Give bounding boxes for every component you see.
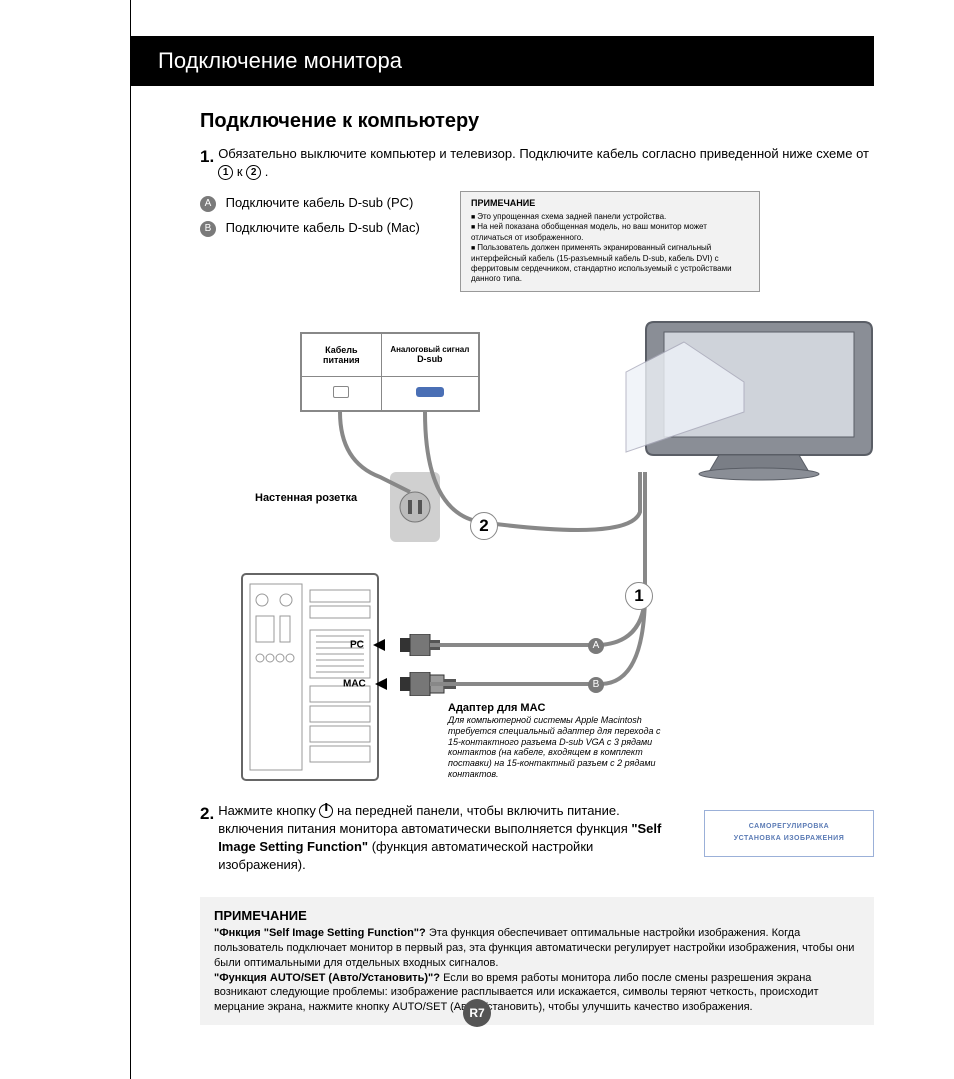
diagram-circle-2: 2 — [470, 512, 498, 540]
final-note-body: "Фнкция "Self Image Setting Function"? Э… — [214, 926, 860, 1015]
diagram-badge-a: A — [588, 638, 604, 654]
item-a: A Подключите кабель D-sub (PC) — [200, 191, 440, 216]
power-icon — [319, 804, 333, 818]
item-b-text: Подключите кабель D-sub (Mac) — [226, 220, 420, 235]
row-ab-and-note: A Подключите кабель D-sub (PC) B Подключ… — [200, 191, 874, 291]
page-margin-line — [130, 0, 131, 1079]
step-1-number: 1. — [200, 145, 214, 169]
step-2-text-a: Нажмите кнопку — [218, 803, 319, 818]
connection-diagram: Кабель питания Аналоговый сигнал D-sub — [200, 312, 874, 792]
diagram-badge-b: B — [588, 677, 604, 693]
step-1-text-a: Обязательно выключите компьютер и телеви… — [218, 146, 869, 161]
item-b: B Подключите кабель D-sub (Mac) — [200, 216, 440, 241]
self-setting-box: САМОРЕГУЛИРОВКА УСТАНОВКА ИЗОБРАЖЕНИЯ — [704, 810, 874, 857]
blue-box-line-2: УСТАНОВКА ИЗОБРАЖЕНИЯ — [719, 833, 859, 846]
item-a-text: Подключите кабель D-sub (PC) — [226, 195, 414, 210]
blue-box-line-1: САМОРЕГУЛИРОВКА — [719, 821, 859, 834]
final-note-q1: "Фнкция "Self Image Setting Function"? — [214, 927, 426, 939]
cable-lines — [200, 312, 874, 792]
note-box-list: Это упрощенная схема задней панели устро… — [471, 212, 749, 285]
note-item: На ней показана обобщенная модель, но ва… — [471, 222, 749, 243]
note-item: Это упрощенная схема задней панели устро… — [471, 212, 749, 222]
ab-list: A Подключите кабель D-sub (PC) B Подключ… — [200, 191, 440, 291]
step-2-row: 2. Нажмите кнопку на передней панели, чт… — [200, 802, 874, 875]
diagram-circle-1: 1 — [625, 582, 653, 610]
step-1-circle-1: 1 — [218, 165, 233, 180]
page-number: R7 — [469, 1006, 484, 1020]
step-1-circle-2: 2 — [246, 165, 261, 180]
header-title: Подключение монитора — [158, 48, 402, 74]
step-1: 1. Обязательно выключите компьютер и тел… — [200, 145, 874, 181]
step-2-number: 2. — [200, 802, 214, 826]
note-box: ПРИМЕЧАНИЕ Это упрощенная схема задней п… — [460, 191, 760, 291]
note-item: Пользователь должен применять экранирова… — [471, 243, 749, 285]
final-note-title: ПРИМЕЧАНИЕ — [214, 907, 860, 925]
page-number-badge: R7 — [463, 999, 491, 1027]
step-1-text-b: к — [237, 164, 246, 179]
badge-b: B — [200, 221, 216, 237]
step-1-text-c: . — [265, 164, 269, 179]
final-note-box: ПРИМЕЧАНИЕ "Фнкция "Self Image Setting F… — [200, 897, 874, 1026]
header-bar: Подключение монитора — [130, 36, 874, 86]
badge-a: A — [200, 196, 216, 212]
section-title: Подключение к компьютеру — [200, 110, 874, 133]
step-1-body: Обязательно выключите компьютер и телеви… — [218, 145, 874, 181]
final-note-q2: "Функция AUTO/SET (Авто/Установить)"? — [214, 972, 440, 984]
step-2: 2. Нажмите кнопку на передней панели, чт… — [200, 802, 674, 875]
step-2-body: Нажмите кнопку на передней панели, чтобы… — [218, 802, 674, 875]
note-box-title: ПРИМЕЧАНИЕ — [471, 198, 749, 210]
content-area: Подключение к компьютеру 1. Обязательно … — [200, 110, 874, 1025]
